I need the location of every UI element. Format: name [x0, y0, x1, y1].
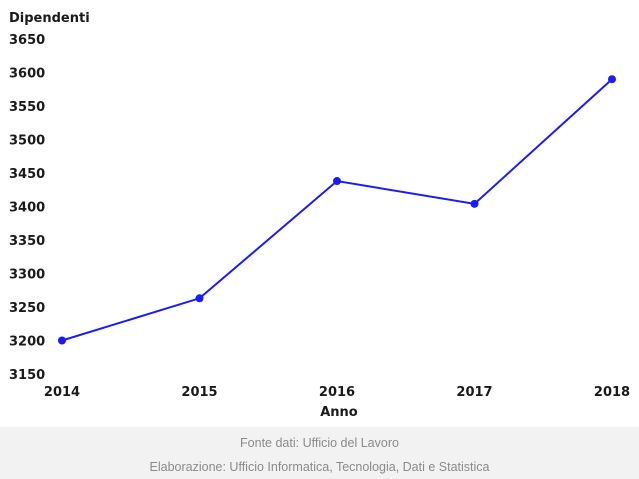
x-tick-label: 2017: [456, 385, 492, 400]
x-tick-label: 2016: [319, 385, 355, 400]
y-tick-label: 3300: [9, 268, 45, 283]
x-axis-title: Anno: [320, 405, 358, 420]
y-tick-label: 3400: [9, 201, 45, 216]
y-axis-ticks: 3150 3200 3250 3300 3350 3400 3450 3500 3550 3600…: [9, 33, 45, 383]
data-point[interactable]: [333, 177, 341, 186]
x-tick-label: 2015: [181, 385, 217, 400]
source-note: Fonte dati: Ufficio del Lavoro: [240, 436, 399, 450]
data-point[interactable]: [470, 199, 479, 208]
x-tick-label: 2014: [44, 385, 80, 400]
y-tick-label: 3450: [9, 167, 45, 182]
y-tick-label: 3650: [9, 33, 45, 48]
chart-footer: Fonte dati: Ufficio del Lavoro Elaborazi…: [0, 427, 639, 479]
series-line: [61, 78, 613, 342]
y-tick-label: 3550: [9, 100, 45, 115]
y-tick-label: 3250: [9, 301, 45, 316]
data-point[interactable]: [195, 294, 204, 303]
x-tick-label: 2018: [594, 385, 630, 400]
data-point[interactable]: [58, 336, 66, 345]
series-group: [58, 75, 616, 345]
y-tick-label: 3500: [9, 134, 45, 149]
y-tick-label: 3600: [9, 67, 45, 82]
y-axis-title: Dipendenti: [9, 11, 90, 26]
line-chart: 3150 3200 3250 3300 3350 3400 3450 3500 3550 3600…: [9, 11, 630, 420]
x-axis-ticks: 2014 2015 2016 2017 2018: [44, 385, 630, 400]
data-point[interactable]: [608, 75, 616, 84]
y-tick-label: 3200: [9, 335, 45, 350]
y-tick-label: 3150: [9, 368, 45, 383]
elaboration-note: Elaborazione: Ufficio Informatica, Tecno…: [149, 460, 490, 474]
y-tick-label: 3350: [9, 234, 45, 249]
